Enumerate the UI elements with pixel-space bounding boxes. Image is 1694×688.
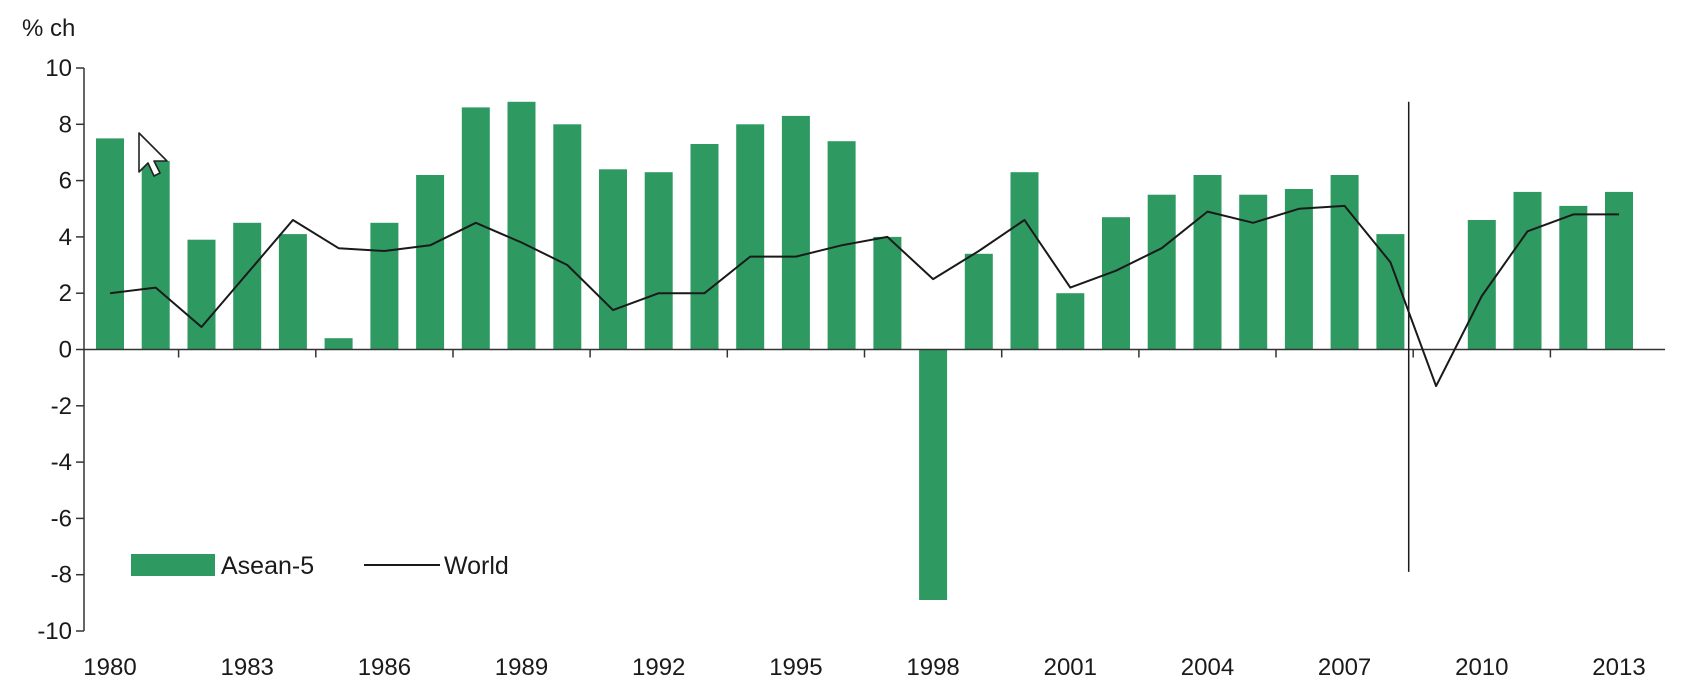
bar-1999: [964, 253, 993, 350]
bar-1995: [781, 115, 810, 350]
x-tick-label: 2001: [1044, 654, 1097, 681]
bar-2012: [1559, 205, 1588, 350]
mouse-pointer-icon: [138, 132, 168, 177]
legend-label-asean-5: Asean-5: [221, 552, 314, 580]
bar-1985: [324, 338, 353, 350]
bar-1994: [736, 124, 765, 350]
bar-2004: [1193, 175, 1222, 350]
legend-swatch-asean-5: [131, 554, 215, 576]
x-tick-label: 1995: [769, 654, 822, 681]
y-tick-label: -10: [37, 618, 72, 645]
y-tick-label: -2: [51, 393, 72, 420]
x-tick-label: 1986: [358, 654, 411, 681]
mouse-pointer-icon: [138, 132, 168, 177]
y-tick-label: 6: [59, 168, 72, 195]
x-tick-label: 1998: [906, 654, 959, 681]
bar-1987: [416, 175, 445, 350]
y-tick-label: 2: [59, 280, 72, 307]
bar-2008: [1376, 234, 1405, 350]
x-axis-tick-labels: 1980 1983 1986 1989 1992 1995 1998 2001 2004 2007…: [83, 654, 1645, 681]
line-series-world: [109, 204, 1619, 388]
legend-label-world: World: [444, 552, 509, 580]
bar-2003: [1147, 194, 1176, 350]
bar-1992: [644, 172, 673, 350]
y-tick-label: 10: [45, 55, 72, 82]
legend: Asean-5 World: [131, 552, 509, 580]
bar-2011: [1513, 191, 1542, 350]
bar-1998: [919, 349, 948, 600]
bar-1990: [553, 124, 582, 350]
x-tick-label: 2007: [1318, 654, 1371, 681]
bar-1983: [233, 222, 262, 350]
y-axis-tick-labels: 10 8 6 4 2 0 -2 -4 -6 -8 -10: [37, 55, 72, 645]
x-tick-label: 1992: [632, 654, 685, 681]
y-tick-label: -8: [51, 562, 72, 589]
bar-2006: [1284, 189, 1313, 350]
y-tick-label: -6: [51, 505, 72, 532]
bar-1982: [187, 239, 216, 350]
bar-1993: [690, 144, 719, 350]
y-tick-label: 8: [59, 111, 72, 138]
y-tick-label: 4: [59, 224, 72, 251]
x-tick-label: 2013: [1592, 654, 1645, 681]
y-tick-label: 0: [59, 337, 72, 364]
x-tick-label: 2010: [1455, 654, 1508, 681]
bar-1981: [141, 160, 170, 350]
series-line-world: [109, 204, 1619, 388]
axes: [76, 67, 1665, 632]
bar-1997: [873, 236, 902, 350]
bar-2000: [1010, 172, 1039, 350]
bar-2001: [1056, 293, 1085, 350]
x-tick-label: 2004: [1181, 654, 1234, 681]
bar-1984: [278, 234, 307, 350]
bar-2007: [1330, 175, 1359, 350]
bar-1991: [599, 169, 627, 350]
bar-2013: [1605, 191, 1633, 350]
bar-2005: [1239, 194, 1268, 350]
bar-1986: [370, 222, 399, 350]
bar-2010: [1467, 220, 1496, 350]
y-tick-label: -4: [51, 449, 72, 476]
bar-1989: [507, 101, 536, 350]
bar-2002: [1102, 217, 1130, 350]
x-tick-label: 1983: [221, 654, 274, 681]
y-axis-unit-label: % ch: [22, 15, 75, 42]
bar-1980: [96, 138, 124, 350]
x-tick-label: 1989: [495, 654, 548, 681]
x-tick-label: 1980: [83, 654, 136, 681]
